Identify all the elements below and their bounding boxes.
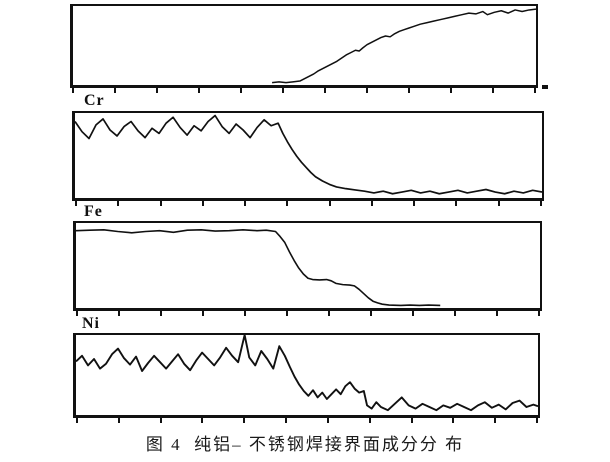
axis-tick: [408, 88, 410, 93]
axis-tick: [328, 311, 330, 316]
axis-tick: [117, 201, 120, 206]
axis-tick: [117, 418, 120, 423]
axis-tick: [286, 201, 289, 206]
axis-tick: [413, 201, 416, 206]
axis-tick: [538, 311, 540, 316]
axis-tick: [539, 201, 542, 206]
axis-tick: [201, 201, 204, 206]
axis-tick: [159, 418, 162, 423]
axis-tick: [244, 311, 246, 316]
axis-tick: [324, 88, 326, 93]
axis-tick: [201, 418, 204, 423]
axis-tick: [244, 201, 247, 206]
axis-tick: [370, 201, 373, 206]
axis-tick: [494, 418, 497, 423]
axis-tick: [118, 311, 120, 316]
axis-tick: [412, 311, 414, 316]
axis-tick: [243, 418, 246, 423]
trace-al: [73, 6, 536, 85]
trace-cr: [75, 113, 542, 198]
axis-tick: [455, 201, 458, 206]
element-label-ni: Ni: [82, 315, 100, 332]
axis-tick: [326, 418, 329, 423]
axis-tick: [328, 201, 331, 206]
axis-tick: [198, 88, 200, 93]
axis-tick: [282, 88, 284, 93]
axis-tick: [454, 311, 456, 316]
axis-tick: [497, 201, 500, 206]
trace-fe: [76, 223, 540, 308]
panel-ni-axis-ticks: [76, 418, 538, 423]
axis-tick: [410, 418, 413, 423]
element-label-cr: Cr: [84, 92, 105, 109]
axis-tick: [452, 418, 455, 423]
axis-tick: [156, 88, 158, 93]
axis-tick: [285, 418, 288, 423]
axis-tick: [202, 311, 204, 316]
panel-al: [70, 4, 538, 88]
panel-ni: [73, 333, 540, 418]
trace-ni: [76, 335, 538, 415]
axis-tick: [496, 311, 498, 316]
axis-tick: [366, 88, 368, 93]
figure-caption: 图 4 纯铝– 不锈钢焊接界面成分分 布: [145, 435, 465, 454]
axis-tick: [114, 88, 116, 93]
axis-tick: [450, 88, 452, 93]
axis-tick: [75, 201, 77, 206]
axis-tick: [240, 88, 242, 93]
panel-cr: [72, 111, 544, 201]
element-label-fe: Fe: [84, 203, 103, 220]
axis-tick: [76, 418, 78, 423]
panel-al-axis-ticks: [72, 88, 536, 93]
axis-tick: [159, 201, 162, 206]
axis-end-marker: [542, 85, 548, 89]
axis-tick: [370, 311, 372, 316]
axis-tick: [72, 88, 74, 93]
axis-tick: [492, 88, 494, 93]
panel-fe-axis-ticks: [76, 311, 540, 316]
axis-tick: [535, 418, 538, 423]
panel-cr-axis-ticks: [75, 201, 542, 206]
axis-tick: [368, 418, 371, 423]
axis-tick: [286, 311, 288, 316]
panel-fe: [73, 221, 542, 311]
axis-tick: [160, 311, 162, 316]
axis-tick: [76, 311, 78, 316]
axis-tick: [534, 88, 536, 93]
